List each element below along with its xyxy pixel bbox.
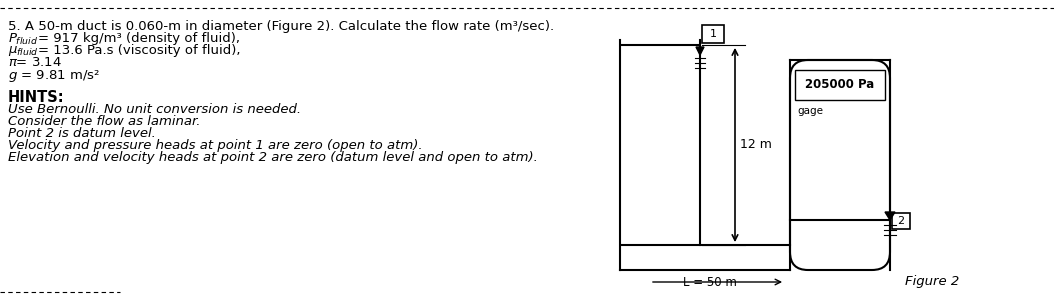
Text: Figure 2: Figure 2 [905, 275, 959, 289]
Text: = 917 kg/m³ (density of fluid),: = 917 kg/m³ (density of fluid), [38, 32, 240, 45]
Text: 205000 Pa: 205000 Pa [805, 79, 875, 92]
Text: $g$ = 9.81 m/s²: $g$ = 9.81 m/s² [8, 68, 100, 84]
Text: gage: gage [797, 106, 823, 116]
Text: $\pi$= 3.14: $\pi$= 3.14 [8, 56, 62, 69]
FancyBboxPatch shape [795, 70, 885, 100]
Text: Elevation and velocity heads at point 2 are zero (datum level and open to atm).: Elevation and velocity heads at point 2 … [8, 151, 538, 164]
Text: 5. A 50-m duct is 0.060-m in diameter (Figure 2). Calculate the flow rate (m³/se: 5. A 50-m duct is 0.060-m in diameter (F… [8, 20, 554, 33]
FancyBboxPatch shape [702, 25, 724, 43]
Text: Velocity and pressure heads at point 1 are zero (open to atm).: Velocity and pressure heads at point 1 a… [8, 139, 423, 152]
Text: 2: 2 [897, 216, 904, 226]
Text: 12 m: 12 m [740, 139, 772, 152]
Text: $\mu_{fluid}$: $\mu_{fluid}$ [8, 44, 39, 58]
Text: Use Bernoulli. No unit conversion is needed.: Use Bernoulli. No unit conversion is nee… [8, 103, 301, 116]
FancyBboxPatch shape [790, 60, 890, 270]
Text: L = 50 m: L = 50 m [683, 275, 737, 289]
Polygon shape [696, 47, 704, 55]
Text: HINTS:: HINTS: [8, 90, 64, 105]
Text: Point 2 is datum level.: Point 2 is datum level. [8, 127, 156, 140]
Text: Consider the flow as laminar.: Consider the flow as laminar. [8, 115, 200, 128]
Text: = 13.6 Pa.s (viscosity of fluid),: = 13.6 Pa.s (viscosity of fluid), [38, 44, 240, 57]
FancyBboxPatch shape [892, 213, 910, 229]
Text: 1: 1 [709, 29, 717, 39]
Text: $P_{fluid}$: $P_{fluid}$ [8, 32, 38, 47]
Polygon shape [885, 212, 895, 220]
